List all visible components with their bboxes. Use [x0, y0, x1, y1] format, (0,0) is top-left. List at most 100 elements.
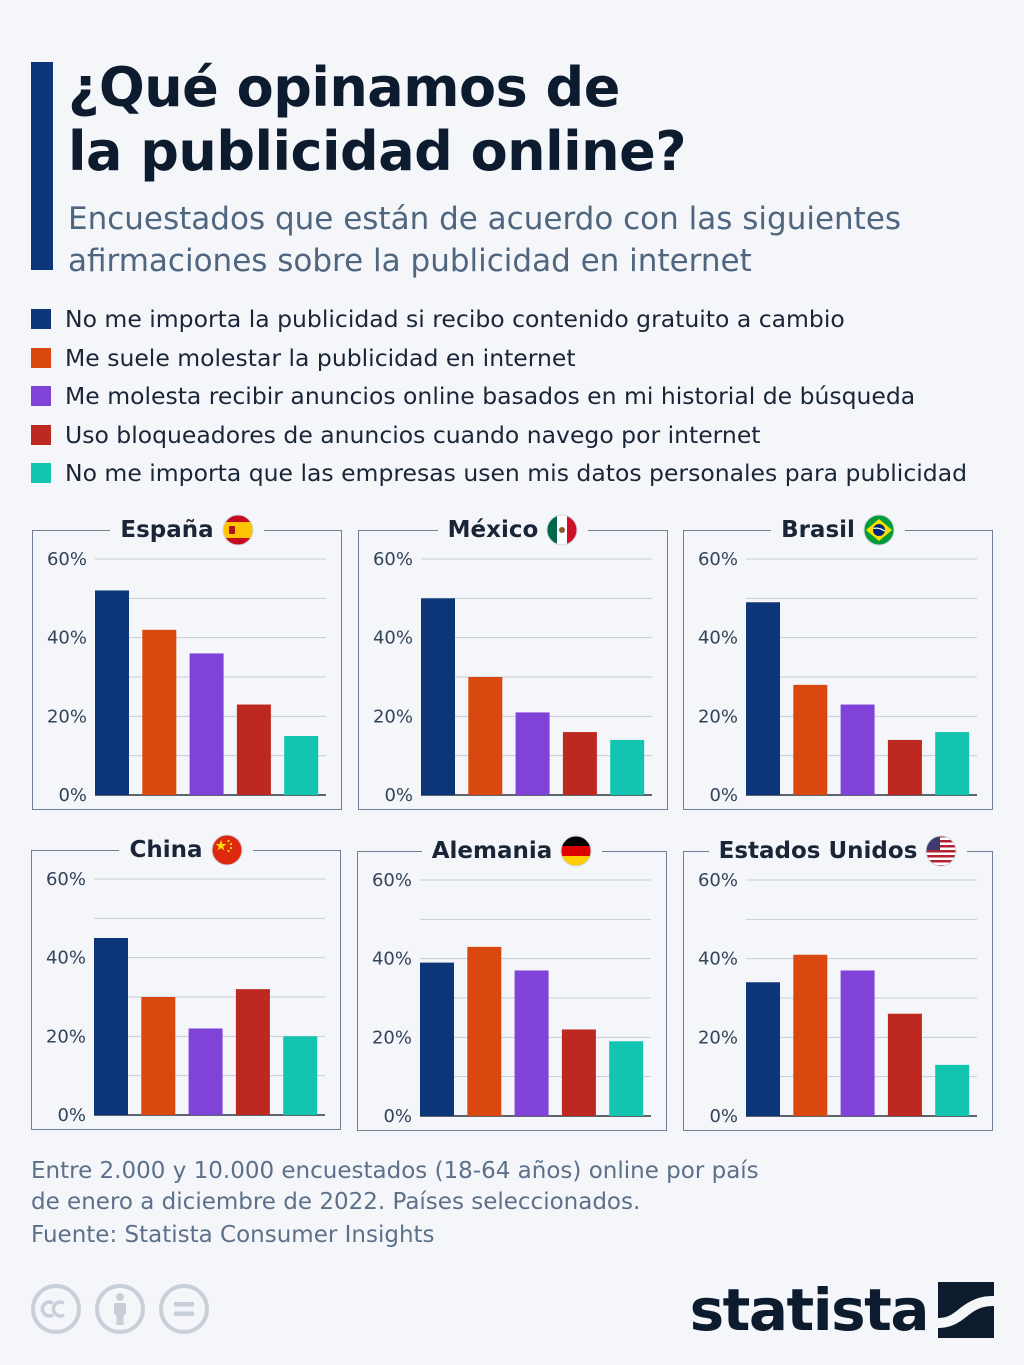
legend-item: No me importa que las empresas usen mis … — [31, 454, 967, 493]
bar — [284, 736, 319, 795]
panel-title: México — [447, 517, 539, 543]
bar — [468, 677, 503, 795]
y-tick-label: 20% — [372, 1027, 412, 1048]
y-tick-label: 60% — [373, 549, 413, 570]
panel-header: España — [110, 511, 264, 549]
bar — [746, 602, 780, 795]
license-icons — [30, 1283, 210, 1335]
panel-title: Alemania — [431, 838, 553, 864]
bar — [467, 946, 502, 1116]
y-tick-label: 60% — [47, 549, 87, 570]
y-tick-label: 20% — [47, 706, 87, 727]
logo-text: statista — [689, 1276, 930, 1344]
source-note: Fuente: Statista Consumer Insights — [31, 1222, 435, 1248]
legend-swatch — [31, 309, 51, 330]
spain-flag-icon — [222, 514, 254, 546]
bar — [840, 970, 875, 1116]
bar — [141, 997, 176, 1115]
y-tick-label: 40% — [698, 628, 738, 649]
bar — [515, 712, 550, 795]
bar — [421, 598, 455, 795]
bar-chart-alemania: 0% 20% 40% 60% — [372, 870, 651, 1127]
panel-header: Brasil — [771, 511, 905, 549]
bar — [887, 1013, 922, 1116]
bar-chart-estados-unidos: 0% 20% 40% 60% — [698, 870, 977, 1127]
panel-title: Brasil — [781, 517, 855, 543]
y-tick-label: 40% — [698, 949, 738, 970]
legend-label: Uso bloqueadores de anuncios cuando nave… — [65, 420, 761, 449]
y-tick-label: 0% — [384, 785, 413, 806]
y-tick-label: 20% — [373, 706, 413, 727]
bar — [142, 629, 177, 795]
bar-chart-mexico: 0% 20% 40% 60% — [373, 549, 652, 806]
y-tick-label: 0% — [709, 785, 738, 806]
bar — [420, 962, 454, 1116]
legend-label: No me importa que las empresas usen mis … — [65, 459, 968, 488]
bar — [887, 739, 922, 795]
chart-panel-estados-unidos: 0% 20% 40% 60% Estados Unidos — [683, 832, 993, 1131]
bar — [562, 732, 597, 795]
legend-item: No me importa la publicidad si recibo co… — [31, 300, 967, 339]
legend-item: Me molesta recibir anuncios online basad… — [31, 377, 967, 416]
y-tick-label: 20% — [698, 706, 738, 727]
legend-swatch — [31, 463, 51, 484]
title-accent-bar — [31, 62, 53, 270]
panel-title: China — [129, 837, 203, 863]
bar — [561, 1029, 596, 1116]
y-tick-label: 40% — [47, 628, 87, 649]
bar — [94, 938, 128, 1115]
no-derivatives-icon[interactable] — [158, 1283, 210, 1335]
bar — [935, 732, 970, 795]
bar — [514, 970, 549, 1116]
bar — [840, 704, 875, 795]
bar — [283, 1036, 318, 1115]
y-tick-label: 20% — [46, 1026, 86, 1047]
bar — [793, 954, 828, 1116]
mexico-flag-icon — [546, 514, 578, 546]
statista-logo-icon — [938, 1282, 994, 1338]
y-tick-label: 0% — [57, 1105, 86, 1126]
bar — [189, 653, 224, 795]
y-tick-label: 60% — [46, 869, 86, 890]
legend-label: Me suele molestar la publicidad en inter… — [65, 343, 576, 372]
legend-swatch — [31, 424, 51, 445]
bar — [235, 989, 270, 1115]
y-tick-label: 0% — [709, 1106, 738, 1127]
y-tick-label: 60% — [698, 549, 738, 570]
brazil-flag-icon — [863, 514, 895, 546]
usa-flag-icon — [925, 835, 957, 867]
panel-header: China — [119, 831, 253, 869]
chart-panel-china: 0% 20% 40% 60% China — [31, 831, 341, 1130]
legend-label: No me importa la publicidad si recibo co… — [65, 305, 845, 334]
y-tick-label: 60% — [372, 870, 412, 891]
chart-subtitle: Encuestados que están de acuerdo con las… — [68, 201, 902, 279]
bar — [610, 739, 645, 795]
attribution-icon[interactable] — [94, 1283, 146, 1335]
bar — [188, 1028, 223, 1115]
panel-header: Estados Unidos — [708, 832, 968, 870]
y-tick-label: 0% — [58, 785, 87, 806]
footnote: Entre 2.000 y 10.000 encuestados (18-64 … — [31, 1158, 759, 1215]
y-tick-label: 40% — [372, 949, 412, 970]
bar — [935, 1064, 970, 1116]
bar — [236, 704, 271, 795]
statista-logo[interactable]: statista — [690, 1280, 994, 1340]
cc-icon[interactable] — [30, 1283, 82, 1335]
y-tick-label: 60% — [698, 870, 738, 891]
chart-panel-espana: 0% 20% 40% 60% España — [32, 511, 342, 810]
bar — [95, 590, 129, 795]
bar-chart-espana: 0% 20% 40% 60% — [47, 549, 326, 806]
panel-title: Estados Unidos — [718, 838, 918, 864]
bar-chart-china: 0% 20% 40% 60% — [46, 869, 325, 1126]
y-tick-label: 0% — [383, 1106, 412, 1127]
legend-item: Me suele molestar la publicidad en inter… — [31, 339, 967, 378]
y-tick-label: 40% — [373, 628, 413, 649]
chart-panel-mexico: 0% 20% 40% 60% México — [358, 511, 668, 810]
bar — [793, 684, 828, 795]
legend-swatch — [31, 386, 51, 407]
chart-title: ¿Qué opinamos de la publicidad online? — [68, 56, 687, 183]
panel-title: España — [120, 517, 214, 543]
legend: No me importa la publicidad si recibo co… — [31, 300, 967, 493]
germany-flag-icon — [560, 835, 592, 867]
y-tick-label: 40% — [46, 948, 86, 969]
